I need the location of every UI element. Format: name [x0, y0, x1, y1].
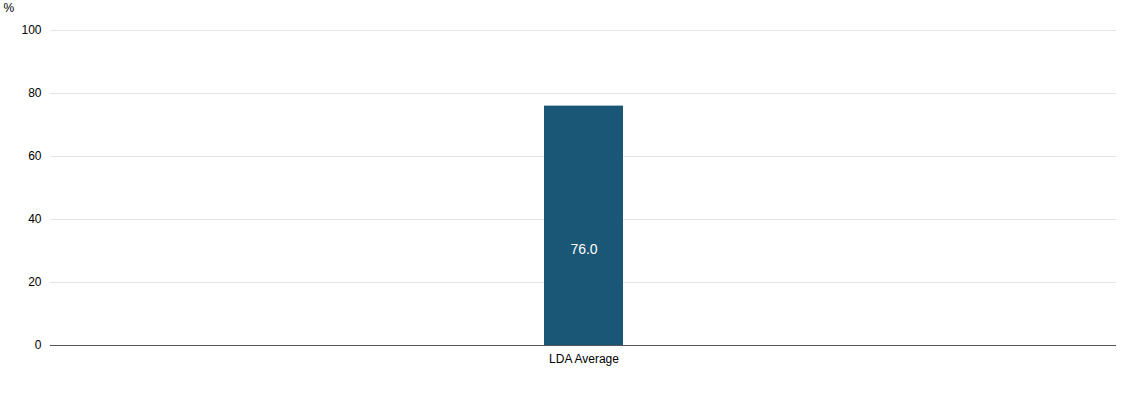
svg-text:LDA Average: LDA Average	[549, 352, 619, 366]
svg-text:60: 60	[28, 149, 42, 163]
svg-text:%: %	[4, 1, 15, 15]
svg-text:80: 80	[28, 86, 42, 100]
svg-text:20: 20	[28, 275, 42, 289]
svg-text:40: 40	[28, 212, 42, 226]
svg-text:0: 0	[35, 338, 42, 352]
svg-text:76.0: 76.0	[570, 241, 597, 257]
svg-text:100: 100	[21, 23, 41, 37]
